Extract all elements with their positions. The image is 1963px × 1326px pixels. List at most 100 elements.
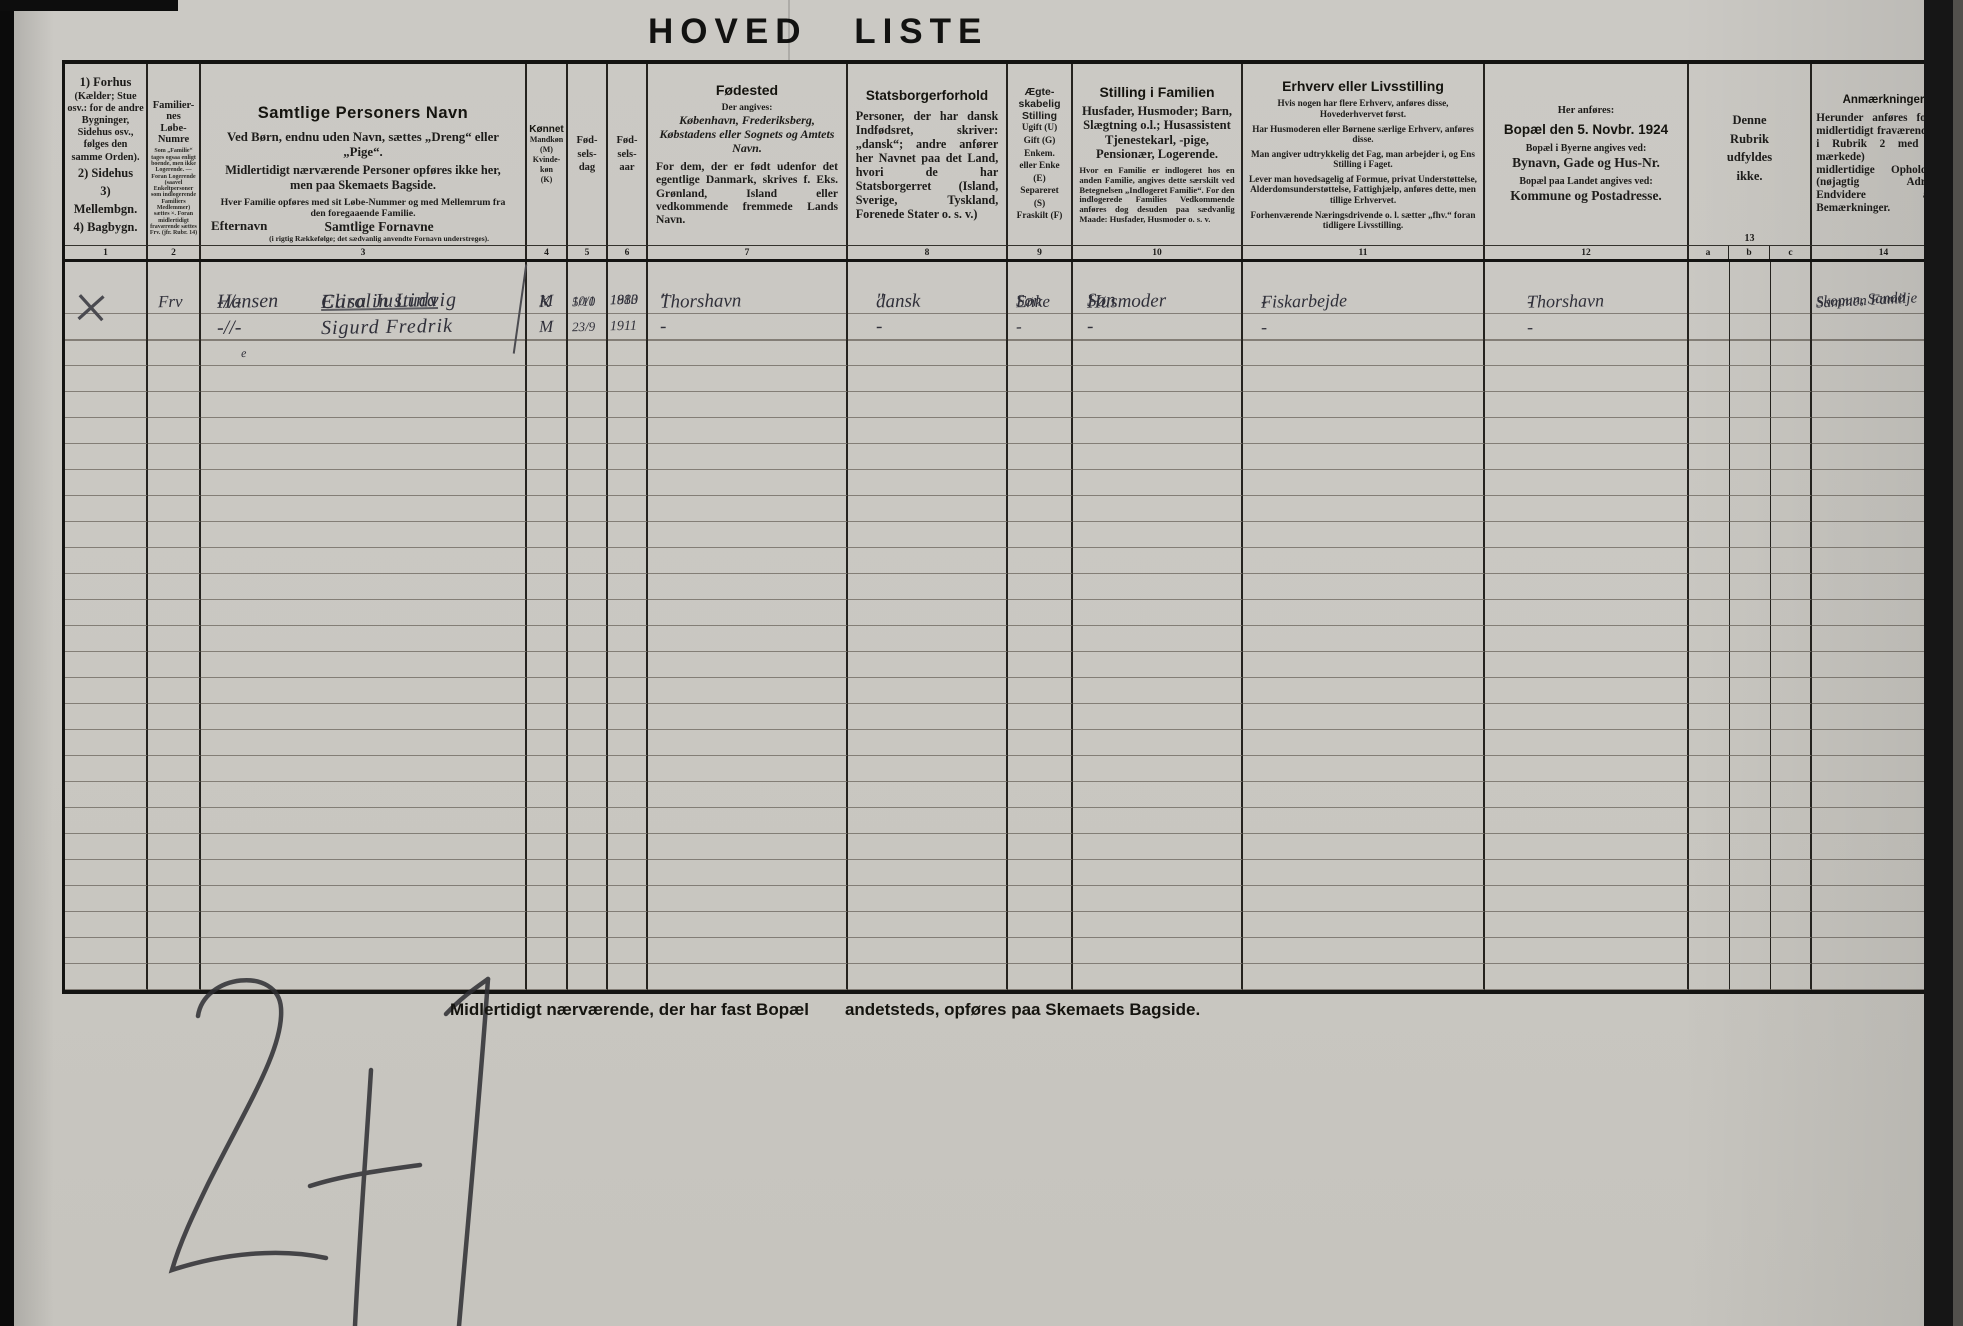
cell-citizenship xyxy=(848,626,1008,652)
cell-mark2 xyxy=(148,938,201,964)
cell-occupation xyxy=(1243,418,1485,444)
cell-occupation xyxy=(1243,964,1485,990)
cell-name xyxy=(201,626,527,652)
cell-marital xyxy=(1008,600,1073,626)
cell-mark1 xyxy=(65,600,148,626)
cell-mark1 xyxy=(65,314,148,340)
footer-instruction: Midlertidigt nærværende, der har fast Bo… xyxy=(450,1000,1230,1020)
cell-mark1 xyxy=(65,834,148,860)
cell-marital xyxy=(1008,340,1073,366)
table-row xyxy=(65,626,1955,652)
cell-bday xyxy=(568,444,608,470)
cell-sb xyxy=(1730,548,1771,574)
cell-citizenship xyxy=(848,860,1008,886)
cell-citizenship xyxy=(848,834,1008,860)
cell-family xyxy=(1073,730,1243,756)
cell-occupation xyxy=(1243,782,1485,808)
cell-sc xyxy=(1771,964,1812,990)
cell-name xyxy=(201,808,527,834)
table-row xyxy=(65,834,1955,860)
cell-byear xyxy=(608,964,648,990)
table-row: -//- Carolin Ludvig M 10/1 1910 ″ ″ Søn Søn - - Sko… xyxy=(65,288,1955,314)
table-row xyxy=(65,496,1955,522)
table-row xyxy=(65,730,1955,756)
cell-mark1 xyxy=(65,938,148,964)
cell-byear xyxy=(608,574,648,600)
scan-edge-top-left xyxy=(0,0,178,11)
cell-mark2 xyxy=(148,886,201,912)
cell-bday xyxy=(568,626,608,652)
names-subheader: Efternavn Samtlige Fornavne (i rigtig Ræ… xyxy=(201,218,525,243)
cell-remark xyxy=(1812,756,1955,782)
cell-sb xyxy=(1730,730,1771,756)
cell-birthplace xyxy=(648,496,848,522)
cell-citizenship xyxy=(848,340,1008,366)
cell-sa xyxy=(1689,626,1730,652)
column-number: 9 xyxy=(1008,246,1073,259)
column-number: 10 xyxy=(1073,246,1243,259)
cell-byear xyxy=(608,470,648,496)
cell-sa xyxy=(1689,808,1730,834)
cell-mark2 xyxy=(148,626,201,652)
cell-marital xyxy=(1008,756,1073,782)
cell-sc xyxy=(1771,340,1812,366)
cell-residence: - xyxy=(1485,314,1689,340)
column-header-names: Samtlige Personers Navn Ved Børn, endnu … xyxy=(201,64,527,245)
cell-bday xyxy=(568,860,608,886)
cell-sb xyxy=(1730,392,1771,418)
cell-mark1 xyxy=(65,860,148,886)
table-row xyxy=(65,860,1955,886)
cell-citizenship xyxy=(848,704,1008,730)
cell-sex xyxy=(527,652,568,678)
table-row xyxy=(65,808,1955,834)
cell-sa xyxy=(1689,366,1730,392)
cell-remark xyxy=(1812,366,1955,392)
cell-sc xyxy=(1771,314,1812,340)
cell-sc xyxy=(1771,756,1812,782)
cell-mark2 xyxy=(148,834,201,860)
scan-edge-right xyxy=(1924,0,1953,1326)
cell-occupation xyxy=(1243,860,1485,886)
column-header-citizenship: Statsborgerforhold Personer, der har dan… xyxy=(848,64,1008,245)
cell-byear xyxy=(608,652,648,678)
cell-residence xyxy=(1485,418,1689,444)
cell-residence xyxy=(1485,860,1689,886)
cell-name xyxy=(201,470,527,496)
cell-occupation xyxy=(1243,600,1485,626)
cell-remark xyxy=(1812,912,1955,938)
cell-sa xyxy=(1689,834,1730,860)
cell-remark xyxy=(1812,470,1955,496)
cell-occupation xyxy=(1243,548,1485,574)
cell-birthplace xyxy=(648,756,848,782)
cell-sb xyxy=(1730,938,1771,964)
cell-birthplace xyxy=(648,418,848,444)
forenames-label-block: Samtlige Fornavne (i rigtig Rækkefølge; … xyxy=(269,219,489,243)
cell-sa xyxy=(1689,938,1730,964)
cell-sc xyxy=(1771,548,1812,574)
cell-bday: 23/9 xyxy=(568,314,608,340)
cell-remark xyxy=(1812,730,1955,756)
column-number-row: 1 2 3 4 5 6 7 8 9 10 11 12 a b c 14 xyxy=(65,246,1955,262)
cell-birthplace xyxy=(648,574,848,600)
cell-bday xyxy=(568,340,608,366)
cell-occupation xyxy=(1243,756,1485,782)
cell-name xyxy=(201,782,527,808)
cell-byear: 1910 xyxy=(608,288,648,314)
cell-remark xyxy=(1812,418,1955,444)
cell-family xyxy=(1073,964,1243,990)
cell-sc xyxy=(1771,288,1812,314)
cell-marital xyxy=(1008,496,1073,522)
cell-mark2 xyxy=(148,340,201,366)
cell-residence xyxy=(1485,704,1689,730)
cell-residence xyxy=(1485,964,1689,990)
handwritten-tally-2plus1 xyxy=(168,976,491,1326)
cell-sex xyxy=(527,548,568,574)
cell-marital xyxy=(1008,912,1073,938)
cell-bday xyxy=(568,756,608,782)
cell-sex xyxy=(527,626,568,652)
cell-mark1 xyxy=(65,652,148,678)
cell-mark2 xyxy=(148,288,201,314)
cell-occupation xyxy=(1243,522,1485,548)
cell-citizenship xyxy=(848,444,1008,470)
cell-mark2 xyxy=(148,756,201,782)
